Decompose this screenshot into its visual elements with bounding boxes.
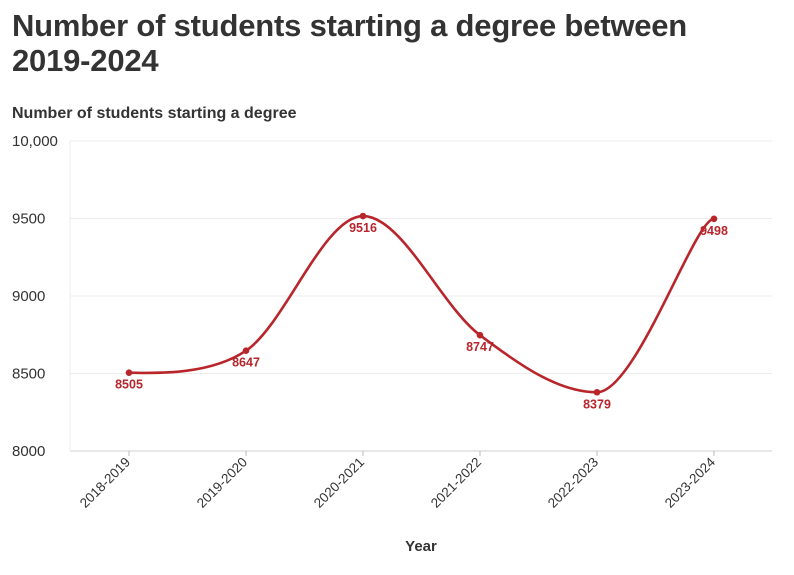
y-tick-labels: 8000 8500 9000 9500 10,000 — [12, 133, 58, 460]
y-tick-label: 9500 — [12, 211, 45, 228]
y-tick-label: 9000 — [12, 288, 45, 305]
y-tick-label: 8500 — [12, 366, 45, 383]
x-tick-label: 2018-2019 — [77, 455, 133, 511]
data-point-2021-2022[interactable] — [476, 331, 484, 339]
y-axis-title: Number of students starting a degree — [12, 105, 297, 122]
data-point-2018-2019[interactable] — [125, 369, 133, 377]
data-label: 8505 — [115, 378, 143, 392]
x-axis-title: Year — [405, 538, 437, 555]
data-label: 8647 — [232, 356, 260, 370]
x-tick-label: 2023-2024 — [662, 454, 719, 511]
gridlines — [69, 140, 772, 452]
x-tick-label: 2021-2022 — [428, 455, 484, 511]
data-label: 9516 — [349, 221, 377, 235]
data-points — [125, 212, 718, 396]
data-point-2023-2024[interactable] — [710, 215, 718, 223]
x-tick-label: 2019-2020 — [194, 455, 250, 511]
y-tick-label: 8000 — [12, 443, 45, 460]
data-label: 8747 — [466, 340, 494, 354]
x-tick-label: 2022-2023 — [545, 455, 601, 511]
x-tick-label: 2020-2021 — [311, 455, 367, 511]
chart-title: Number of students starting a degree bet… — [12, 8, 688, 78]
series-line — [128, 214, 715, 394]
data-label: 8379 — [583, 397, 611, 411]
y-tick-label: 10,000 — [12, 133, 58, 150]
data-point-2020-2021[interactable] — [359, 212, 367, 220]
data-labels: 8505 8647 9516 8747 8379 9498 — [115, 221, 728, 411]
data-label: 9498 — [700, 224, 728, 238]
data-point-2019-2020[interactable] — [242, 347, 250, 355]
x-tick-labels: 2018-2019 2019-2020 2020-2021 2021-2022 2022… — [77, 451, 719, 511]
data-point-2022-2023[interactable] — [593, 388, 601, 396]
